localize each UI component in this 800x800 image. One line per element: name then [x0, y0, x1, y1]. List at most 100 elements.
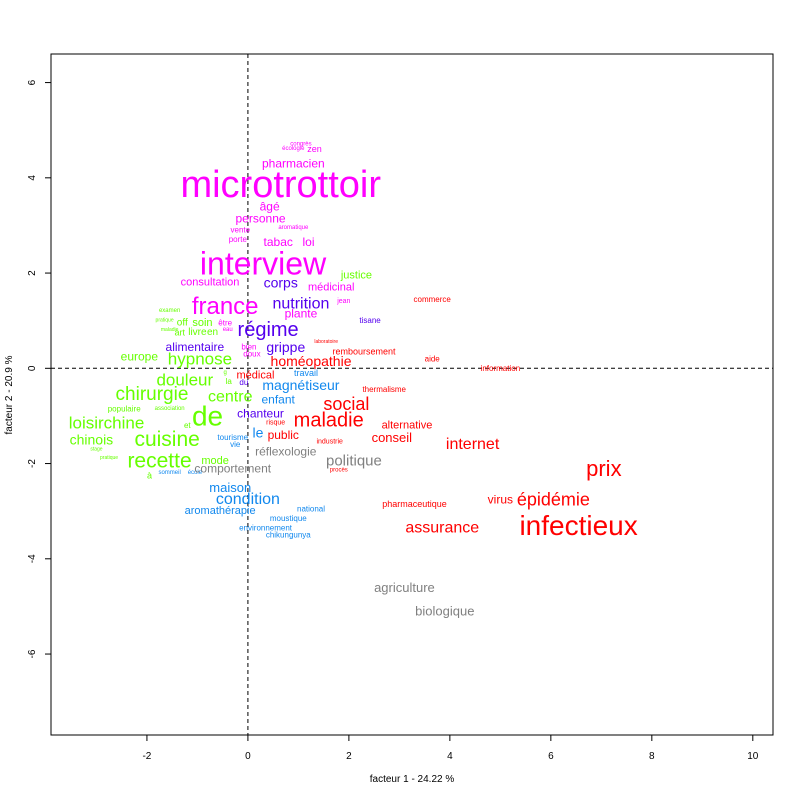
word-label: thermalisme [362, 385, 406, 394]
word-label: conseil [372, 430, 413, 445]
word-label: travail [294, 368, 318, 378]
word-label: microtrottoir [180, 164, 381, 206]
word-label: doux [243, 350, 260, 359]
word-label: maladie [161, 327, 179, 333]
word-label: risque [266, 420, 285, 427]
x-tick-label: 4 [447, 751, 453, 762]
reference-lines [51, 54, 773, 735]
word-label: écologie [282, 146, 305, 152]
word-label: porte [229, 235, 248, 244]
word-label: corps [264, 275, 298, 291]
word-label: homéopathie [271, 353, 352, 369]
word-label: eau [223, 327, 233, 333]
x-tick-label: 8 [649, 751, 655, 762]
word-label: alternative [382, 419, 433, 431]
word-label: biologique [415, 604, 474, 619]
word-label: chinois [70, 432, 114, 448]
word-label: chikungunya [266, 530, 311, 539]
word-label: personne [236, 211, 286, 225]
word-label: magnétiseur [262, 377, 339, 393]
y-tick-label: 4 [27, 175, 38, 181]
word-label: moustique [270, 514, 307, 523]
word-label: assurance [405, 519, 479, 536]
word-label: information [481, 364, 521, 373]
y-tick-label: 0 [27, 365, 38, 371]
word-label: centre [208, 388, 253, 405]
word-label: commerce [414, 295, 452, 304]
word-label: soin [192, 317, 212, 329]
word-label: association [155, 406, 185, 412]
word-label: g [224, 370, 227, 376]
y-tick-label: 6 [27, 79, 38, 85]
word-label: zen [307, 144, 322, 154]
y-tick-label: 2 [27, 270, 38, 276]
y-axis-title: facteur 2 - 20.9 % [4, 355, 15, 434]
word-label: examen [159, 308, 180, 314]
x-tick-label: -2 [142, 751, 151, 762]
word-label: vente [231, 226, 251, 235]
word-label: tisane [359, 316, 381, 325]
word-label: france [192, 293, 259, 320]
word-label: national [297, 504, 325, 513]
word-label: recette [127, 450, 191, 473]
word-label: jean [336, 298, 350, 305]
word-label: laboratoire [314, 339, 338, 345]
word-label: off [177, 318, 188, 329]
word-label: politique [326, 453, 382, 470]
word-label: art [174, 328, 185, 338]
word-label: aromatique [278, 225, 309, 231]
word-label: virus [488, 492, 513, 506]
word-label: loi [302, 235, 314, 249]
word-label: enfant [262, 392, 296, 406]
word-label: réflexologie [255, 445, 317, 459]
word-label: âgé [260, 199, 280, 213]
word-label: médical [237, 369, 275, 381]
word-label: grippe [266, 339, 305, 355]
word-label: justice [340, 269, 372, 281]
word-label: du [239, 378, 248, 387]
y-tick-label: -4 [27, 554, 38, 563]
word-label: de [192, 400, 223, 431]
word-label: chanteur [237, 407, 284, 421]
word-label: et [184, 421, 191, 430]
word-label: plante [285, 307, 318, 321]
word-label: prix [586, 456, 621, 481]
word-label: congrès [290, 141, 311, 147]
word-label: consultation [181, 277, 240, 289]
word-label: agriculture [374, 580, 435, 595]
x-tick-label: 10 [747, 751, 759, 762]
x-axis-title: facteur 1 - 24.22 % [370, 774, 455, 785]
word-label: condition [216, 491, 280, 508]
word-label: cuisine [134, 428, 199, 451]
word-label: être [218, 319, 232, 328]
word-label: infectieux [519, 510, 637, 541]
x-tick-label: 2 [346, 751, 352, 762]
word-label: maison [209, 480, 251, 495]
x-axis: -2 0 2 4 6 8 10 [142, 734, 759, 762]
word-label: mode [201, 455, 229, 467]
word-label: la [226, 377, 233, 386]
word-label: bien [241, 342, 256, 351]
word-label: en [207, 327, 218, 338]
word-label: douleur [156, 371, 213, 390]
word-label: pharmaceutique [382, 499, 447, 509]
word-label: pratique [156, 318, 174, 324]
word-label: comportement [194, 461, 271, 475]
word-label: remboursement [333, 347, 397, 357]
word-label: aide [425, 354, 441, 363]
word-label: livre [188, 327, 207, 338]
word-label: stage [90, 446, 102, 452]
word-label: tabac [264, 235, 293, 249]
word-label: à [147, 470, 152, 480]
word-label: épidémie [517, 489, 590, 509]
word-label: industrie [316, 439, 343, 446]
word-label: interview [200, 246, 327, 282]
word-label: social [323, 394, 369, 414]
word-label: pratique [100, 455, 118, 461]
x-tick-label: 0 [245, 751, 251, 762]
word-label: régime [238, 319, 299, 341]
word-label: maladie [294, 410, 364, 432]
word-label: internet [446, 436, 500, 453]
